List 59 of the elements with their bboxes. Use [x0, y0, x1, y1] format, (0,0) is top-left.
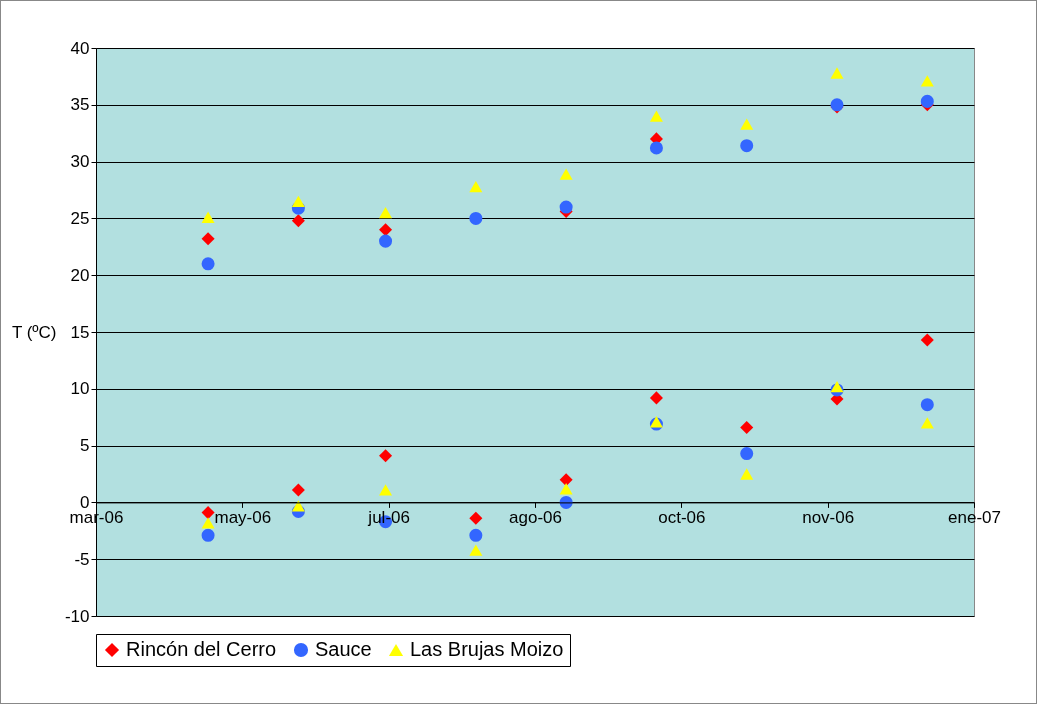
- y-tick-label: 30: [70, 152, 90, 172]
- point: [469, 211, 483, 225]
- y-tick-label: 5: [80, 436, 90, 456]
- point: [201, 506, 215, 520]
- y-tick-label: 35: [70, 95, 90, 115]
- legend-label: Sauce: [315, 638, 372, 660]
- y-tick-label: 0: [80, 492, 90, 512]
- point: [830, 67, 844, 79]
- x-tick-label: nov-06: [802, 507, 855, 527]
- y-tick-label: -10: [64, 606, 90, 626]
- point: [920, 75, 934, 87]
- point: [920, 398, 934, 412]
- point: [469, 180, 483, 193]
- y-tick-label: 15: [70, 322, 90, 342]
- x-tick-label: jul-06: [367, 507, 410, 527]
- point: [740, 139, 754, 153]
- point: [201, 232, 215, 246]
- point: [920, 333, 934, 347]
- point: [920, 417, 934, 429]
- point: [559, 200, 573, 214]
- point: [559, 473, 573, 487]
- point: [201, 528, 215, 542]
- point: [649, 141, 663, 155]
- y-axis-title: T (ºC): [11, 322, 57, 342]
- point: [649, 110, 663, 122]
- point: [740, 420, 754, 434]
- point: [379, 234, 393, 248]
- point: [201, 517, 215, 529]
- point: [740, 447, 754, 461]
- point: [291, 195, 305, 208]
- y-tick-label: 10: [70, 379, 90, 399]
- point: [201, 211, 215, 223]
- y-tick-label: 40: [70, 38, 90, 58]
- point: [201, 257, 215, 271]
- point: [379, 484, 393, 496]
- point: [291, 483, 305, 497]
- legend-label: Rincón del Cerro: [126, 638, 277, 660]
- x-tick-label: ene-07: [948, 507, 1001, 527]
- x-tick-label: oct-06: [658, 507, 706, 527]
- y-tick-label: -5: [74, 549, 90, 569]
- point: [379, 207, 393, 219]
- point: [740, 468, 754, 480]
- y-tick-label: 20: [70, 265, 90, 285]
- point: [649, 391, 663, 405]
- point: [920, 94, 934, 108]
- x-tick-label: ago-06: [509, 507, 562, 527]
- point: [379, 449, 393, 463]
- point: [559, 483, 573, 495]
- point: [379, 223, 393, 237]
- point: [291, 214, 305, 228]
- point: [469, 544, 483, 556]
- legend-label: Las Brujas Moizo: [410, 638, 564, 660]
- point: [469, 528, 483, 542]
- point: [740, 118, 754, 130]
- x-tick-label: may-06: [214, 507, 272, 527]
- point: [830, 380, 844, 393]
- point: [559, 168, 573, 180]
- y-tick-label: 25: [70, 208, 90, 228]
- point: [469, 511, 483, 525]
